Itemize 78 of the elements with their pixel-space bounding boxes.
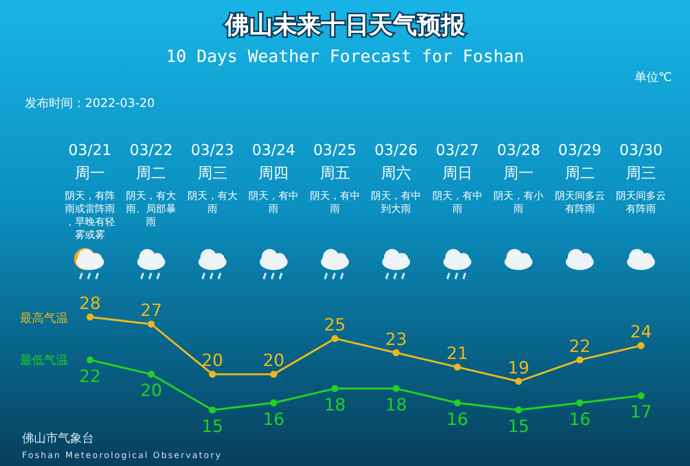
data-label: 20 <box>262 351 284 372</box>
data-label: 16 <box>446 410 468 430</box>
series-label: 最高气温 <box>20 311 68 325</box>
x-tick-label: 03/29 <box>558 141 602 159</box>
text: 周三 <box>197 164 228 182</box>
text: 阴天，有阵雨或雷阵雨，早晚有轻雾或雾 <box>65 190 115 241</box>
data-label: 20 <box>202 351 224 372</box>
data-label: 15 <box>202 417 224 437</box>
point <box>86 314 94 320</box>
x-tick-label: 03/21 <box>68 141 112 159</box>
x-tick-label: 03/27 <box>436 141 479 159</box>
data-label: 20 <box>140 381 162 402</box>
text: 周二 <box>564 164 595 182</box>
text: 发布时间：2022-03-20 <box>25 96 155 110</box>
data-label: 21 <box>446 344 468 364</box>
x-tick-label: 03/26 <box>374 141 418 159</box>
point <box>208 406 216 414</box>
point <box>86 356 94 364</box>
series-label: 最低气温 <box>20 353 68 367</box>
point <box>515 406 522 414</box>
point <box>392 385 400 392</box>
data-label: 24 <box>630 322 652 343</box>
text: 周三 <box>626 164 656 182</box>
x-tick-label: 03/22 <box>130 141 173 159</box>
text: 阴天，有大雨 <box>187 190 238 215</box>
point <box>454 364 461 371</box>
point <box>148 320 155 328</box>
text: 阴天，有中雨 <box>248 190 299 215</box>
text: Foshan Meteorological Observatory <box>22 451 222 461</box>
data-label: 28 <box>79 294 101 314</box>
text: 阴天，有中到大雨 <box>371 190 422 215</box>
data-label: 16 <box>262 410 284 430</box>
x-tick-label: 03/25 <box>313 141 357 159</box>
text: 周日 <box>442 164 472 182</box>
point <box>270 370 278 378</box>
data-label: 18 <box>385 396 407 416</box>
point <box>454 399 461 406</box>
data-label: 22 <box>79 366 101 387</box>
x-tick-label: 03/30 <box>619 141 663 159</box>
text: 周二 <box>136 164 166 182</box>
data-label: 22 <box>568 336 591 357</box>
text: 周一 <box>75 164 105 182</box>
point <box>638 392 644 400</box>
data-label: 17 <box>630 402 652 423</box>
text: 阴天间多云有阵雨 <box>616 190 666 215</box>
chart-subtitle: 10 Days Weather Forecast for Foshan <box>166 47 524 67</box>
point <box>576 356 584 364</box>
chart-title: 佛山未来十日天气预报 <box>224 11 466 39</box>
text: 阴天间多云有阵雨 <box>554 190 605 215</box>
text: 周五 <box>320 164 350 182</box>
x-tick-label: 03/23 <box>190 141 234 159</box>
data-label: 19 <box>508 358 530 378</box>
point <box>638 342 644 350</box>
text: 周四 <box>258 164 289 182</box>
point <box>392 349 400 356</box>
text: 阴天，有小雨 <box>494 190 544 215</box>
x-tick-label: 03/24 <box>252 141 296 159</box>
data-label: 15 <box>508 417 530 437</box>
data-label: 25 <box>324 315 346 336</box>
text: 阴天，有中雨 <box>432 190 482 215</box>
x-tick-label: 03/28 <box>496 141 540 159</box>
data-label: 23 <box>385 330 407 350</box>
text: 佛山市气象台 <box>22 431 94 445</box>
text: 周六 <box>381 164 412 182</box>
point <box>208 370 216 378</box>
point <box>331 385 338 392</box>
data-label: 16 <box>568 410 591 430</box>
point <box>148 370 155 378</box>
point <box>515 378 522 385</box>
data-label: 27 <box>140 301 162 322</box>
text: 周一 <box>504 164 534 182</box>
point <box>270 399 278 406</box>
text: 单位℃ <box>634 70 672 84</box>
point <box>331 334 338 342</box>
data-label: 18 <box>324 396 346 416</box>
text: 阴天，有中雨 <box>310 190 360 215</box>
point <box>576 399 584 406</box>
text: 阴天，有大雨、局部暴雨 <box>126 190 176 228</box>
